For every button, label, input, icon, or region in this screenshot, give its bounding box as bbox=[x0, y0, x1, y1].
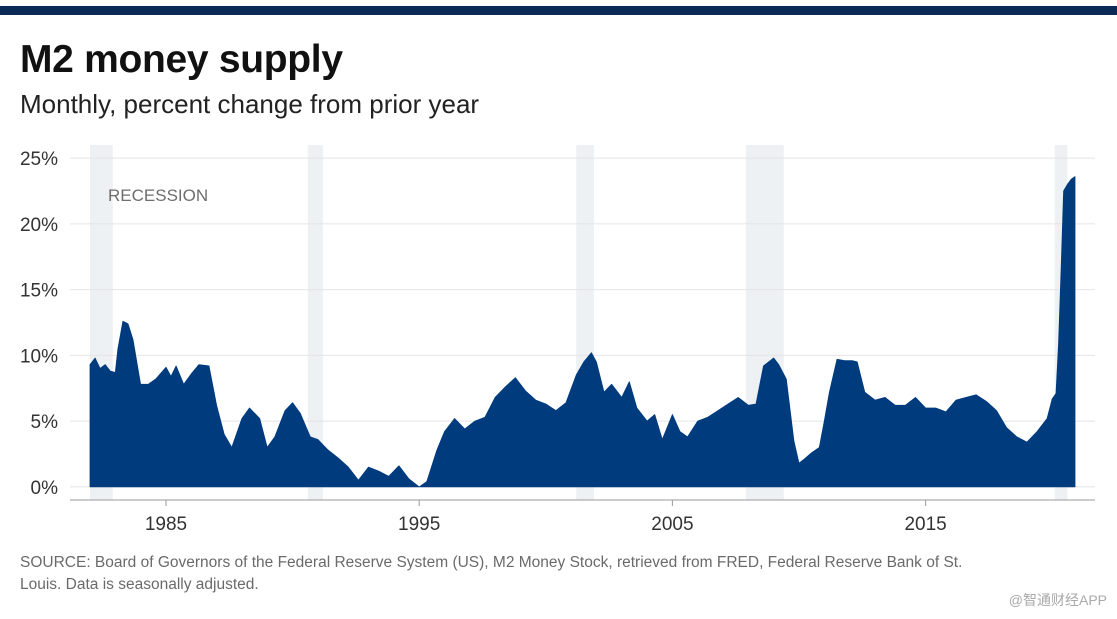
x-tick-label: 2005 bbox=[651, 514, 693, 535]
y-tick-label: 15% bbox=[20, 281, 58, 302]
y-tick-label: 20% bbox=[20, 215, 58, 236]
y-tick-label: 10% bbox=[20, 346, 58, 367]
watermark-text: @智通财经APP bbox=[1008, 592, 1107, 608]
x-axis-ticks: 1985 1995 2005 2015 bbox=[145, 500, 947, 535]
x-tick-label: 2015 bbox=[904, 514, 946, 535]
m2-area-series bbox=[89, 176, 1076, 488]
y-tick-label: 0% bbox=[31, 478, 59, 499]
chart-title: M2 money supply bbox=[20, 38, 343, 81]
y-tick-label: 5% bbox=[31, 412, 59, 433]
y-tick-label: 25% bbox=[20, 149, 58, 170]
y-axis-ticks: 0% 5% 10% 15% 20% 25% bbox=[20, 149, 58, 499]
source-note: SOURCE: Board of Governors of the Federa… bbox=[20, 554, 963, 593]
m2-area-chart: 0% 5% 10% 15% 20% 25% 1985 1995 2005 2015 RECESS… bbox=[20, 145, 1095, 535]
x-tick-label: 1985 bbox=[145, 514, 187, 535]
chart-subtitle: Monthly, percent change from prior year bbox=[20, 89, 480, 119]
recession-band bbox=[307, 145, 323, 500]
brand-top-bar bbox=[0, 6, 1117, 15]
area-layer bbox=[89, 176, 1076, 488]
x-tick-label: 1995 bbox=[398, 514, 440, 535]
recession-label: RECESSION bbox=[108, 186, 208, 205]
